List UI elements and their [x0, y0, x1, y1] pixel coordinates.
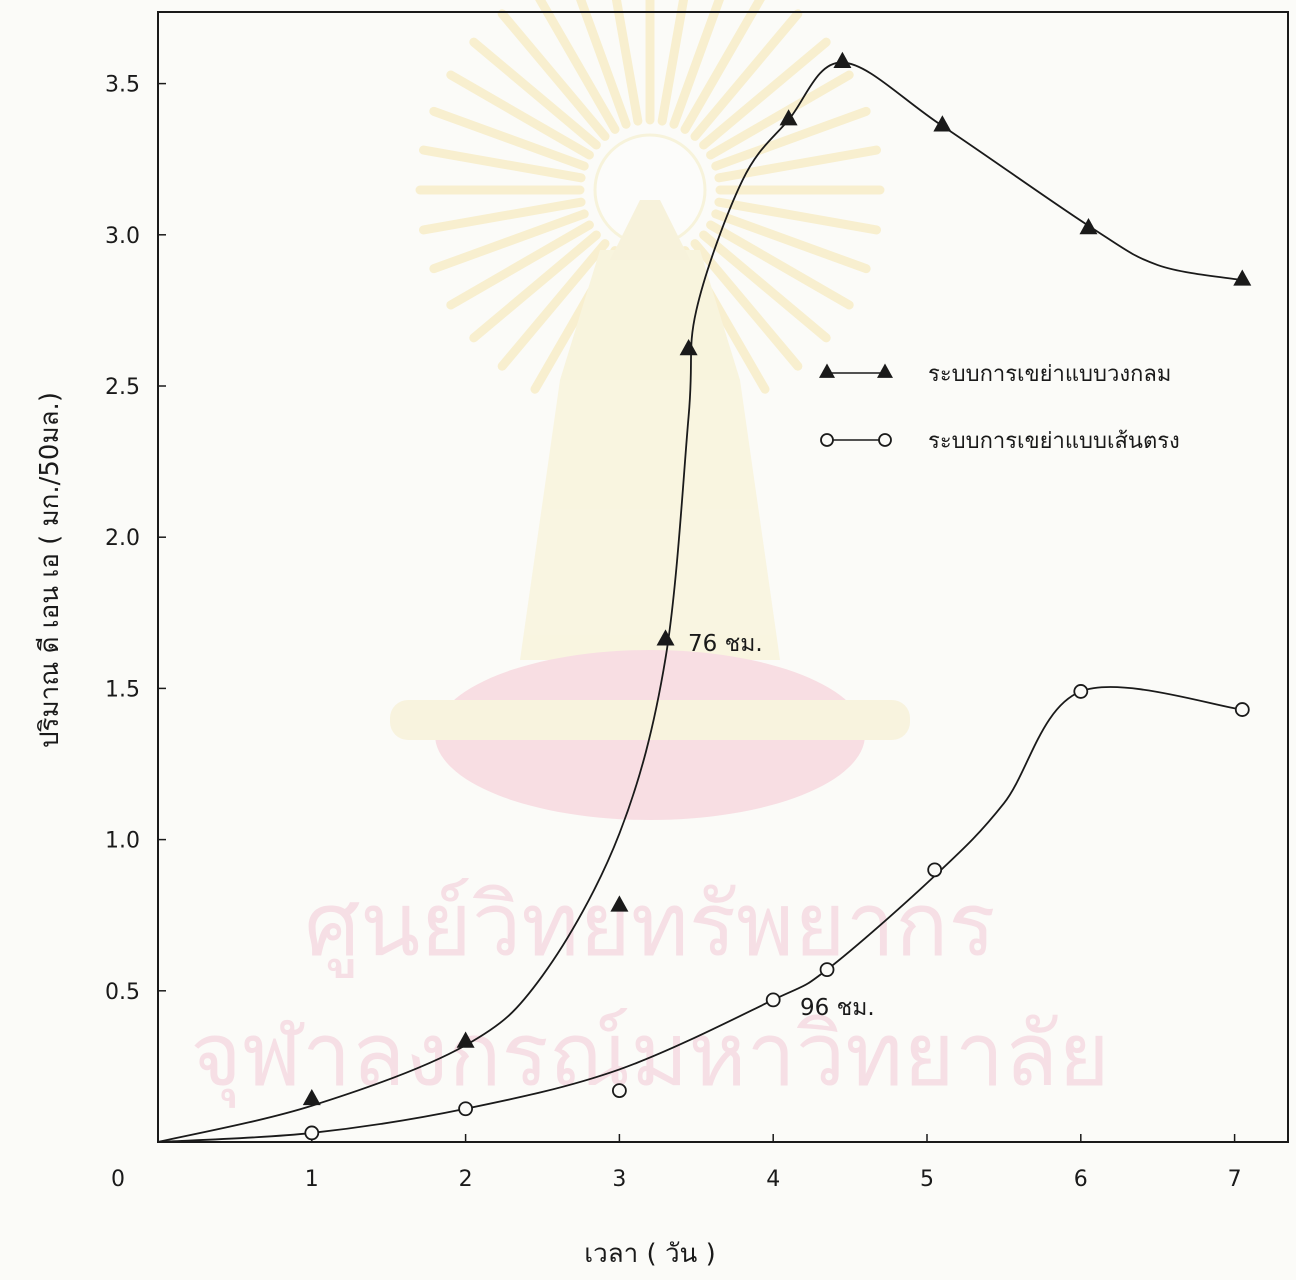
data-point-circle — [1234, 702, 1250, 717]
plot-frame — [157, 11, 1289, 1143]
x-tick-label: 0 — [111, 1167, 125, 1192]
legend-entry: ระบบการเขย่าแบบเส้นตรง — [820, 429, 1180, 454]
legend: ระบบการเขย่าแบบวงกลมระบบการเขย่าแบบเส้นต… — [819, 362, 1180, 454]
series-layer — [157, 51, 1252, 1143]
y-tick-label: 0.5 — [105, 980, 140, 1005]
watermark-ray — [446, 70, 594, 160]
y-tick-label: 2.0 — [105, 526, 140, 551]
watermark-ray — [699, 230, 831, 343]
data-point-triangle — [679, 339, 698, 356]
watermark-text-line2: จุฬาลงกรณ์มหาวิทยาลัย — [190, 1003, 1110, 1108]
annotation-label: 76 ชม. — [688, 631, 763, 657]
watermark-ray — [669, 0, 724, 129]
data-point-circle — [458, 1101, 474, 1117]
data-point-circle — [819, 962, 835, 978]
legend-label: ระบบการเขย่าแบบเส้นตรง — [928, 429, 1180, 454]
axes: 0 1 2 3 4 5 6 7 0.5 1.0 1.5 2.0 2.5 3.0 3.5 — [105, 11, 1289, 1192]
legend-entry: ระบบการเขย่าแบบวงกลม — [819, 362, 1171, 387]
y-tick-label: 3.0 — [105, 224, 140, 249]
data-point-circle — [612, 1083, 627, 1098]
watermark-ray — [611, 0, 643, 126]
watermark-ray — [669, 251, 734, 411]
watermark-ray — [706, 220, 854, 310]
data-point-triangle — [656, 629, 675, 646]
annotation-label: 96 ชม. — [800, 995, 875, 1021]
series-2 — [157, 684, 1250, 1143]
data-point-circle — [927, 862, 943, 878]
watermark-ray — [576, 0, 631, 129]
data-point-triangle — [833, 51, 852, 68]
watermark-ray — [657, 0, 689, 126]
y-axis-title: ปริมาณ ดี เอน เอ ( มก./50มล.) — [35, 392, 65, 748]
x-tick-label: 2 — [459, 1167, 473, 1192]
watermark: ศูนย์วิทยทรัพยากร จุฬาลงกรณ์มหาวิทยาลัย — [190, 0, 1110, 1108]
series-line — [157, 61, 1243, 1143]
watermark-ray — [711, 106, 871, 171]
watermark-ray — [690, 9, 803, 141]
data-point-triangle — [302, 1088, 321, 1106]
y-tick-label: 2.5 — [105, 375, 140, 400]
watermark-ray — [657, 254, 695, 422]
data-point-triangle — [933, 115, 952, 132]
series-1 — [157, 51, 1252, 1143]
legend-marker-circle — [820, 433, 834, 447]
y-tick-label: 1.5 — [105, 677, 140, 702]
watermark-ray — [605, 254, 643, 422]
data-point-circle — [304, 1125, 320, 1141]
x-tick-label: 1 — [305, 1167, 319, 1192]
watermark-ray — [497, 239, 610, 371]
data-point-circle — [1073, 684, 1089, 699]
chulalongkorn-emblem-watermark — [390, 0, 910, 820]
series-line — [157, 686, 1243, 1143]
watermark-ray — [535, 0, 620, 134]
watermark-ray — [446, 220, 594, 310]
y-tick-label: 1.0 — [105, 829, 140, 854]
watermark-ray — [429, 209, 589, 274]
x-axis-title: เวลา ( วัน ) — [584, 1239, 715, 1269]
x-tick-label: 6 — [1074, 1167, 1088, 1192]
y-tick-label: 3.5 — [105, 73, 140, 98]
legend-marker-circle — [878, 433, 892, 447]
watermark-text-line1: ศูนย์วิทยทรัพยากร — [304, 873, 995, 978]
x-tick-label: 5 — [920, 1167, 934, 1192]
watermark-ray — [711, 209, 871, 274]
data-point-triangle — [610, 895, 629, 912]
x-tick-label: 3 — [612, 1167, 626, 1192]
watermark-ray — [566, 251, 631, 411]
watermark-ray — [497, 9, 610, 141]
data-point-triangle — [1233, 269, 1252, 286]
watermark-ray — [699, 37, 831, 150]
legend-label: ระบบการเขย่าแบบวงกลม — [928, 362, 1171, 387]
legend-marker-triangle — [819, 363, 835, 378]
watermark-ray — [690, 239, 803, 371]
legend-marker-triangle — [877, 363, 893, 378]
watermark-ray — [469, 230, 601, 343]
data-point-circle — [765, 992, 781, 1008]
watermark-ray — [680, 246, 770, 394]
watermark-ray — [418, 145, 586, 183]
x-tick-label: 7 — [1228, 1167, 1242, 1192]
data-point-triangle — [456, 1031, 475, 1048]
watermark-ray — [418, 197, 586, 235]
watermark-ray — [714, 197, 882, 235]
watermark-ray — [706, 70, 854, 160]
watermark-ray — [680, 0, 765, 134]
watermark-ray — [429, 106, 589, 171]
watermark-ray — [469, 37, 601, 150]
x-tick-label: 4 — [766, 1167, 780, 1192]
annotations: 76 ชม. 96 ชม. — [688, 631, 875, 1021]
data-point-triangle — [779, 109, 798, 126]
data-point-triangle — [1079, 218, 1098, 235]
watermark-ray — [530, 246, 620, 394]
